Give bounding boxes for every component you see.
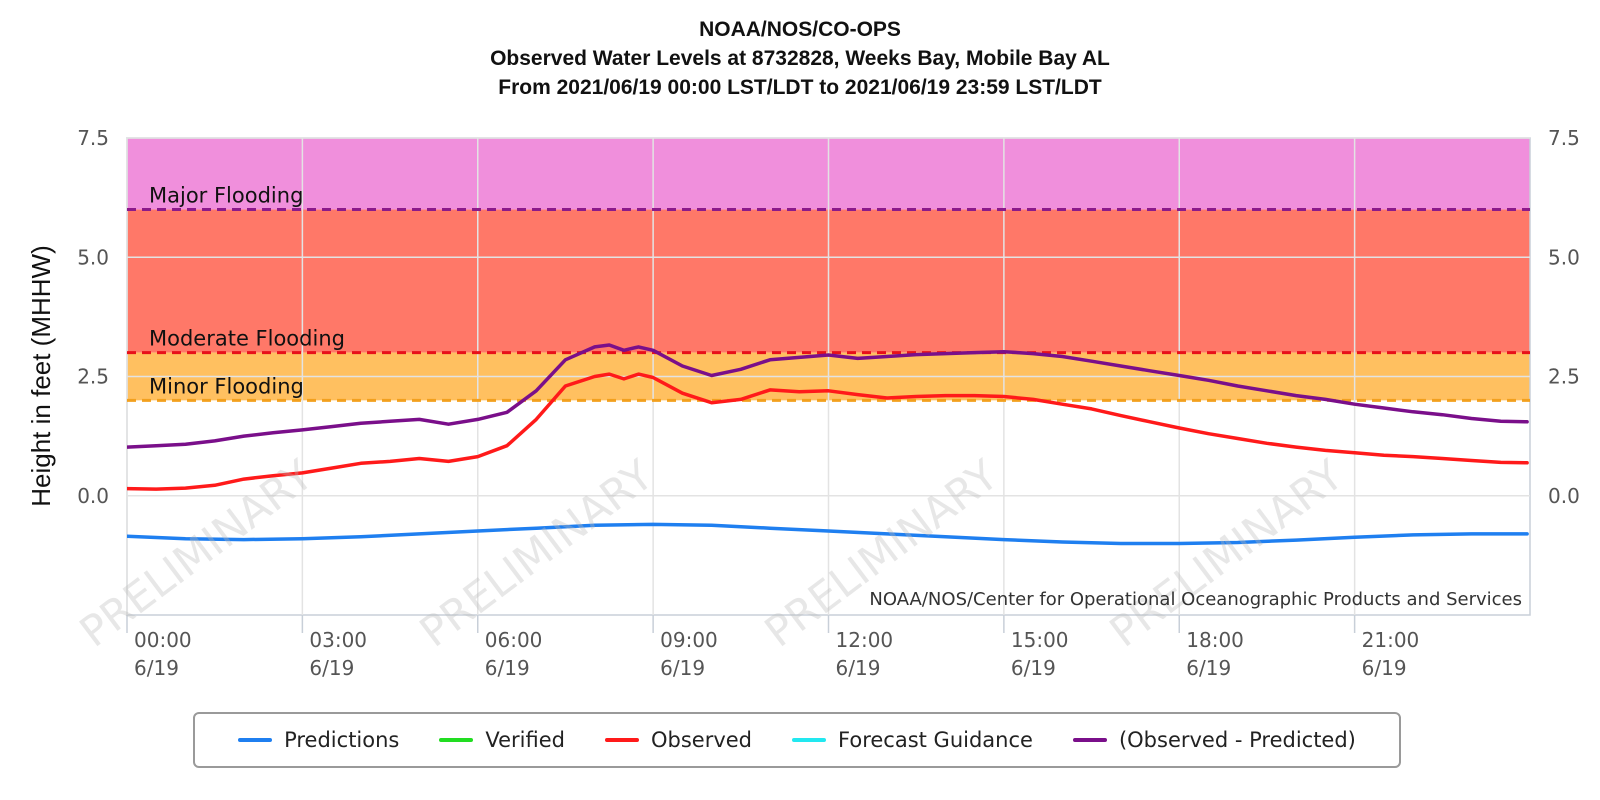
y-tick-label-left: 0.0 [77, 484, 109, 508]
legend-label: (Observed - Predicted) [1118, 728, 1356, 752]
series-line-observed-predicted [127, 343, 1529, 449]
x-tick-label-date: 6/19 [134, 656, 179, 680]
y-tick-label-left: 5.0 [77, 245, 109, 269]
x-tick-label-time: 09:00 [660, 628, 718, 652]
y-tick-label-right: 7.5 [1548, 126, 1580, 150]
x-tick-label-time: 00:00 [134, 628, 192, 652]
x-tick-label-date: 6/19 [660, 656, 705, 680]
threshold-label: Moderate Flooding [149, 327, 345, 351]
x-tick-label-time: 18:00 [1186, 628, 1244, 652]
water-level-chart: Major Flooding Moderate Flooding Minor Flo… [26, 126, 1580, 680]
chart-title-line-1: NOAA/NOS/CO-OPS [699, 18, 901, 41]
legend-label: Forecast Guidance [838, 728, 1033, 752]
y-tick-label-left: 2.5 [77, 365, 109, 389]
x-tick-label-time: 03:00 [309, 628, 367, 652]
series-lines [127, 343, 1529, 546]
y-tick-label-left: 7.5 [77, 126, 109, 150]
watermarks: PRELIMINARY PRELIMINARY PRELIMINARY PRELIMI… [71, 450, 1353, 656]
threshold-label: Minor Flooding [149, 374, 304, 398]
legend-item[interactable]: Forecast Guidance [792, 728, 1033, 752]
y-axis-label: Height in feet (MHHW) [26, 245, 56, 507]
x-tick-label-time: 15:00 [1011, 628, 1069, 652]
chart-title-line-2: Observed Water Levels at 8732828, Weeks … [490, 47, 1110, 70]
x-tick-label-time: 06:00 [485, 628, 543, 652]
preliminary-watermark: PRELIMINARY [71, 450, 323, 656]
threshold-label: Major Flooding [149, 184, 303, 208]
legend-item[interactable]: Observed [604, 728, 753, 752]
y-tick-label-right: 5.0 [1548, 245, 1580, 269]
legend-swatch [238, 738, 273, 742]
x-tick-label-date: 6/19 [1186, 656, 1231, 680]
x-tick-label-date: 6/19 [1362, 656, 1407, 680]
preliminary-watermark: PRELIMINARY [1101, 450, 1353, 656]
series-line-observed [127, 372, 1529, 491]
legend-swatch [439, 738, 474, 742]
x-tick-label-time: 12:00 [836, 628, 894, 652]
legend-label: Verified [485, 728, 565, 752]
legend-item[interactable]: Predictions [238, 728, 399, 752]
x-tick-label-date: 6/19 [836, 656, 881, 680]
preliminary-watermark: PRELIMINARY [756, 450, 1008, 656]
legend-swatch [604, 738, 639, 742]
series-line-predictions [127, 522, 1529, 546]
x-tick-label-date: 6/19 [1011, 656, 1056, 680]
chart-credit: NOAA/NOS/Center for Operational Oceanogr… [869, 589, 1522, 610]
legend-item[interactable]: Verified [439, 728, 565, 752]
chart-title-line-3: From 2021/06/19 00:00 LST/LDT to 2021/06… [498, 76, 1102, 99]
legend-swatch [792, 738, 827, 742]
preliminary-watermark: PRELIMINARY [411, 450, 663, 656]
chart-legend: Predictions Verified Observed Forecast Guid… [193, 712, 1401, 768]
x-tick-label-date: 6/19 [309, 656, 354, 680]
legend-label: Observed [650, 728, 753, 752]
y-tick-label-right: 2.5 [1548, 365, 1580, 389]
y-tick-label-right: 0.0 [1548, 484, 1580, 508]
flood-threshold-lines: Major Flooding Moderate Flooding Minor Flo… [127, 184, 1530, 402]
x-tick-label-time: 21:00 [1362, 628, 1420, 652]
legend-item[interactable]: (Observed - Predicted) [1072, 728, 1356, 752]
axes: 7.5 7.5 5.0 5.0 2.5 2.5 0.0 0.0 00:00 6/19 03:00 6/… [77, 126, 1580, 680]
legend-label: Predictions [284, 728, 400, 752]
x-tick-label-date: 6/19 [485, 656, 530, 680]
legend-swatch [1072, 738, 1107, 742]
